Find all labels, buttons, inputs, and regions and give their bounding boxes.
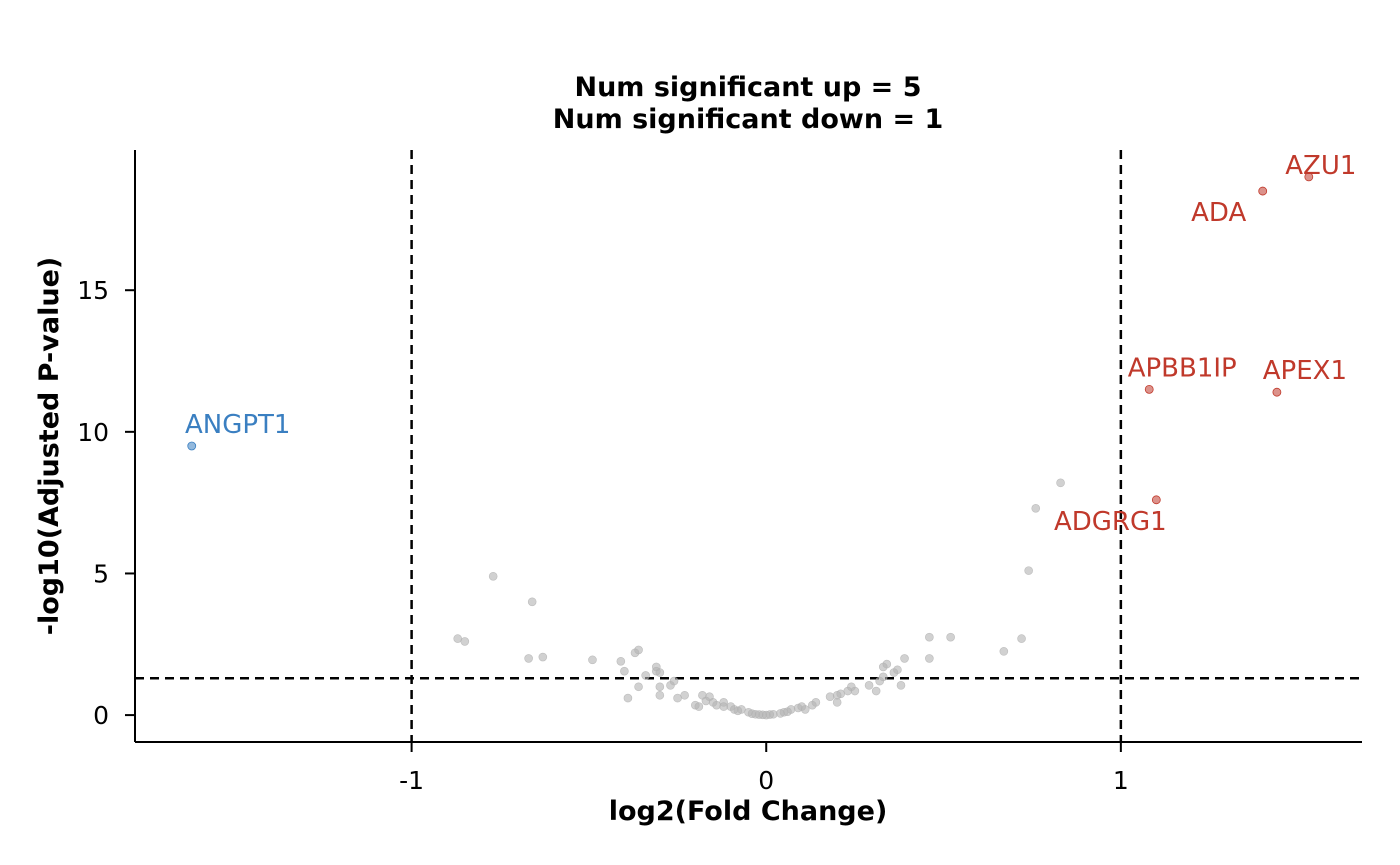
data-point-ns <box>769 709 778 719</box>
data-point-ns <box>634 682 643 692</box>
y-axis-label: -log10(Adjusted P-value) <box>34 257 65 635</box>
data-point-ada <box>1258 186 1268 196</box>
data-point-ns <box>1031 504 1041 513</box>
data-point-ns <box>641 671 650 680</box>
data-point-ns <box>893 665 902 675</box>
data-point-ns <box>878 672 888 682</box>
chart-title-line-2: Num significant down = 1 <box>553 104 944 135</box>
gene-label-adgrg1: ADGRG1 <box>1054 507 1167 537</box>
data-point-ns <box>524 654 533 663</box>
x-tick-label: 0 <box>758 766 774 795</box>
non-significant-points <box>453 478 1065 720</box>
gene-labels: AZU1 ADA APBB1IP APEX1 ADGRG1 ANGPT1 <box>185 151 1356 537</box>
gene-label-apbb1ip: APBB1IP <box>1128 353 1237 383</box>
data-point-ns <box>896 681 906 690</box>
data-point-ns <box>882 659 892 669</box>
data-point-azu1 <box>1304 172 1314 182</box>
significant-points <box>187 172 1314 505</box>
data-point-ns <box>1056 478 1065 488</box>
gene-label-azu1: AZU1 <box>1285 151 1356 181</box>
gene-label-ada: ADA <box>1191 198 1246 228</box>
data-point-ns <box>680 690 689 700</box>
gene-label-angpt1: ANGPT1 <box>185 410 291 440</box>
data-point-ns <box>655 668 665 677</box>
y-tick-label: 0 <box>93 701 109 730</box>
data-point-ns <box>1017 634 1026 643</box>
chart-title-line-1: Num significant up = 5 <box>574 72 921 103</box>
x-tick-label: 1 <box>1113 766 1129 795</box>
data-point-ns <box>1024 566 1033 575</box>
data-point-ns <box>588 655 597 665</box>
x-tick-label: -1 <box>399 766 424 795</box>
data-point-ns <box>655 690 665 700</box>
y-tick-label: 5 <box>93 559 109 588</box>
data-point-apbb1ip <box>1144 384 1154 394</box>
data-point-ns <box>669 676 679 686</box>
data-point-ns <box>694 702 704 711</box>
gene-label-apex1: APEX1 <box>1263 356 1347 386</box>
data-point-ns <box>634 645 643 655</box>
data-point-ns <box>527 597 537 607</box>
data-point-ns <box>864 681 874 690</box>
data-point-ns <box>786 705 796 714</box>
data-point-ns <box>871 686 881 696</box>
data-point-angpt1 <box>187 441 197 451</box>
data-point-ns <box>616 656 626 666</box>
data-point-ns <box>620 666 629 676</box>
y-tick-label: 15 <box>77 276 109 305</box>
data-point-ns <box>999 647 1009 656</box>
data-point-ns <box>538 652 548 662</box>
data-point-ns <box>488 571 498 581</box>
data-point-ns <box>832 698 842 707</box>
data-point-ns <box>460 637 470 646</box>
data-point-ns <box>946 632 955 642</box>
data-point-ns <box>811 698 821 707</box>
data-point-ns <box>925 632 934 642</box>
threshold-lines <box>135 150 1362 742</box>
data-point-ns <box>825 692 835 701</box>
data-point-adgrg1 <box>1151 495 1161 505</box>
data-point-ns <box>900 654 909 663</box>
data-point-ns <box>850 686 860 696</box>
data-point-ns <box>623 693 633 703</box>
x-axis-ticks: -1 0 1 <box>399 742 1129 795</box>
y-tick-label: 10 <box>77 418 109 447</box>
data-point-ns <box>925 654 934 663</box>
data-point-ns <box>655 682 665 692</box>
x-axis-label: log2(Fold Change) <box>609 796 888 827</box>
y-axis-ticks: 0 5 10 15 <box>77 276 135 730</box>
data-point-ns <box>800 705 810 714</box>
data-point-apex1 <box>1272 387 1282 397</box>
